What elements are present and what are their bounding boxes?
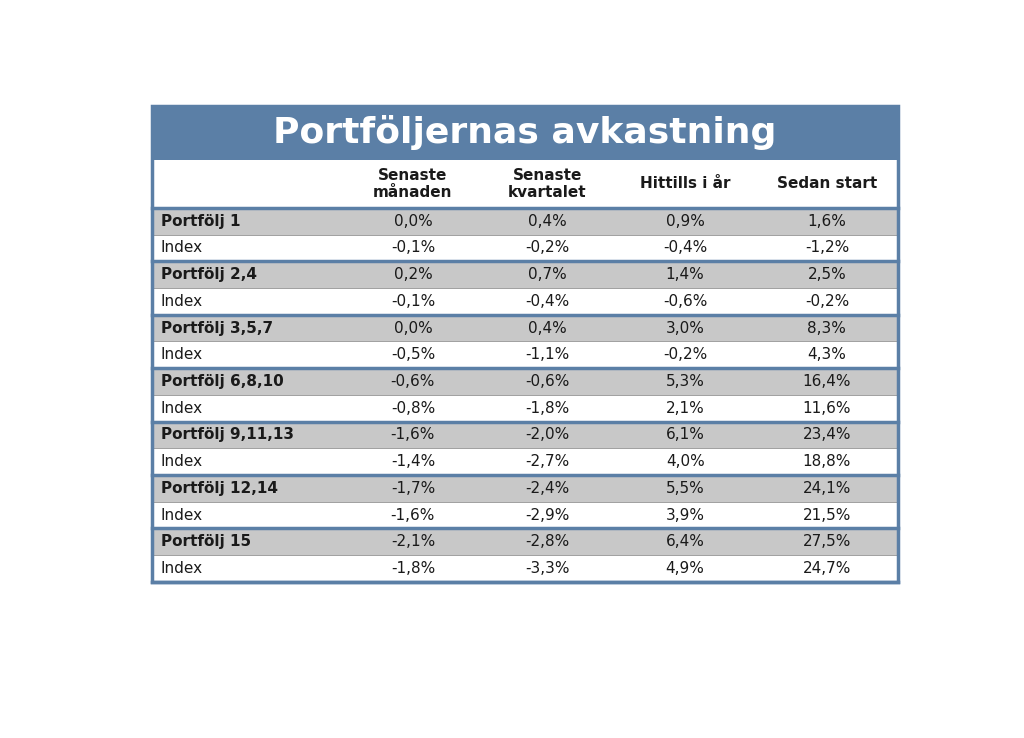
Text: Portföljernas avkastning: Portföljernas avkastning [273,115,776,150]
Text: 2,5%: 2,5% [808,267,846,282]
Text: 23,4%: 23,4% [803,427,851,442]
Text: -2,7%: -2,7% [525,454,569,469]
Text: -0,8%: -0,8% [391,401,435,415]
Text: 8,3%: 8,3% [808,320,847,336]
Text: Portfölj 2,4: Portfölj 2,4 [161,267,257,282]
Text: 4,9%: 4,9% [666,561,705,576]
Text: -0,5%: -0,5% [391,348,435,362]
Text: 4,3%: 4,3% [808,348,847,362]
Text: -0,4%: -0,4% [525,294,569,309]
Text: 2,1%: 2,1% [666,401,705,415]
Text: -0,2%: -0,2% [805,294,849,309]
Bar [152,342,898,368]
Text: Hittills i år: Hittills i år [640,176,730,191]
Text: -1,8%: -1,8% [391,561,435,576]
Text: -0,1%: -0,1% [391,294,435,309]
Text: Sedan start: Sedan start [777,176,877,191]
Text: Portfölj 9,11,13: Portfölj 9,11,13 [161,427,294,442]
Text: 27,5%: 27,5% [803,534,851,549]
Bar [152,528,898,555]
Bar [152,288,898,314]
Text: 16,4%: 16,4% [803,374,851,389]
Text: -1,8%: -1,8% [525,401,569,415]
Text: -0,6%: -0,6% [391,374,435,389]
Text: -1,4%: -1,4% [391,454,435,469]
Text: -1,7%: -1,7% [391,481,435,496]
Bar [152,421,898,448]
Bar [152,235,898,261]
Text: 6,1%: 6,1% [666,427,705,442]
Text: Portfölj 12,14: Portfölj 12,14 [161,481,278,496]
Text: Index: Index [161,348,203,362]
Text: -0,2%: -0,2% [664,348,708,362]
Text: Portfölj 15: Portfölj 15 [161,534,251,549]
Text: Portfölj 6,8,10: Portfölj 6,8,10 [161,374,284,389]
Text: 18,8%: 18,8% [803,454,851,469]
Text: Index: Index [161,508,203,523]
Text: 0,9%: 0,9% [666,214,705,229]
Text: -2,9%: -2,9% [525,508,569,523]
Text: Senaste
månaden: Senaste månaden [373,168,453,200]
Bar [152,395,898,421]
Text: -2,8%: -2,8% [525,534,569,549]
Text: 0,0%: 0,0% [393,214,432,229]
Text: 6,4%: 6,4% [666,534,705,549]
Text: -2,1%: -2,1% [391,534,435,549]
Text: 0,2%: 0,2% [393,267,432,282]
Bar [152,106,898,582]
Bar [152,261,898,288]
Text: Index: Index [161,294,203,309]
Text: -0,1%: -0,1% [391,241,435,255]
Text: Index: Index [161,401,203,415]
Text: -3,3%: -3,3% [525,561,569,576]
Text: -0,2%: -0,2% [525,241,569,255]
Text: 3,0%: 3,0% [666,320,705,336]
Text: 11,6%: 11,6% [803,401,851,415]
Text: 0,7%: 0,7% [527,267,566,282]
Text: 5,3%: 5,3% [666,374,705,389]
Bar [152,448,898,475]
Text: Portfölj 1: Portfölj 1 [161,214,241,229]
Text: Index: Index [161,241,203,255]
Text: 0,4%: 0,4% [527,320,566,336]
Bar [152,314,898,342]
Text: Index: Index [161,561,203,576]
Text: -0,4%: -0,4% [664,241,708,255]
Text: -1,1%: -1,1% [525,348,569,362]
Text: -2,0%: -2,0% [525,427,569,442]
Text: -1,6%: -1,6% [391,427,435,442]
Text: -2,4%: -2,4% [525,481,569,496]
Bar [152,502,898,528]
Text: 4,0%: 4,0% [666,454,705,469]
Text: 5,5%: 5,5% [666,481,705,496]
Text: Portfölj 3,5,7: Portfölj 3,5,7 [161,320,272,336]
Text: -0,6%: -0,6% [663,294,708,309]
Text: 0,0%: 0,0% [393,320,432,336]
Text: 24,1%: 24,1% [803,481,851,496]
Bar [152,475,898,502]
Text: 1,4%: 1,4% [666,267,705,282]
Bar [152,368,898,395]
Bar [152,208,898,235]
Text: 0,4%: 0,4% [527,214,566,229]
Bar [152,555,898,582]
Text: Senaste
kvartalet: Senaste kvartalet [508,168,587,200]
Text: -1,2%: -1,2% [805,241,849,255]
Text: 21,5%: 21,5% [803,508,851,523]
Text: 3,9%: 3,9% [666,508,705,523]
Text: Index: Index [161,454,203,469]
Text: 1,6%: 1,6% [808,214,847,229]
Text: -0,6%: -0,6% [525,374,569,389]
Text: 24,7%: 24,7% [803,561,851,576]
Text: -1,6%: -1,6% [391,508,435,523]
Bar [152,106,898,159]
